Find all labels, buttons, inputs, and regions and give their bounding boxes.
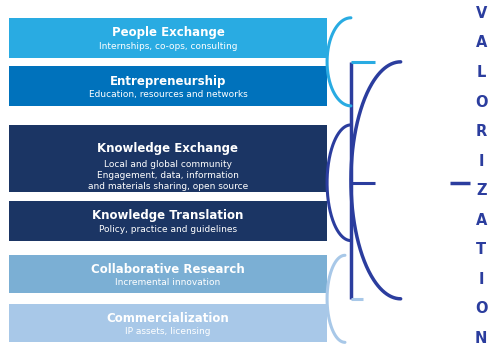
Text: Local and global community
Engagement, data, information
and materials sharing, : Local and global community Engagement, d… — [88, 160, 248, 191]
FancyBboxPatch shape — [9, 201, 327, 240]
Text: L: L — [476, 65, 486, 80]
Text: Education, resources and networks: Education, resources and networks — [88, 90, 248, 99]
Text: Policy, practice and guidelines: Policy, practice and guidelines — [99, 225, 237, 234]
Text: I: I — [478, 272, 484, 287]
Text: Incremental innovation: Incremental innovation — [116, 278, 220, 287]
Text: IP assets, licensing: IP assets, licensing — [125, 327, 210, 336]
FancyBboxPatch shape — [9, 18, 327, 58]
Text: People Exchange: People Exchange — [112, 27, 224, 39]
Text: R: R — [476, 124, 487, 139]
Text: Collaborative Research: Collaborative Research — [91, 263, 245, 276]
Text: Knowledge Exchange: Knowledge Exchange — [98, 142, 238, 155]
Text: O: O — [475, 95, 488, 110]
Text: V: V — [476, 6, 487, 21]
Text: Entrepreneurship: Entrepreneurship — [110, 75, 226, 88]
Text: O: O — [475, 301, 488, 316]
Text: Internships, co-ops, consulting: Internships, co-ops, consulting — [98, 42, 237, 51]
Text: I: I — [478, 154, 484, 169]
FancyBboxPatch shape — [9, 125, 327, 192]
Text: Z: Z — [476, 183, 486, 198]
FancyBboxPatch shape — [9, 304, 327, 342]
FancyBboxPatch shape — [9, 255, 327, 293]
Text: Commercialization: Commercialization — [106, 312, 230, 325]
FancyBboxPatch shape — [9, 66, 327, 106]
Text: N: N — [475, 331, 488, 346]
Text: Knowledge Translation: Knowledge Translation — [92, 209, 244, 222]
Text: A: A — [476, 36, 487, 51]
Text: T: T — [476, 242, 486, 257]
Text: A: A — [476, 213, 487, 228]
